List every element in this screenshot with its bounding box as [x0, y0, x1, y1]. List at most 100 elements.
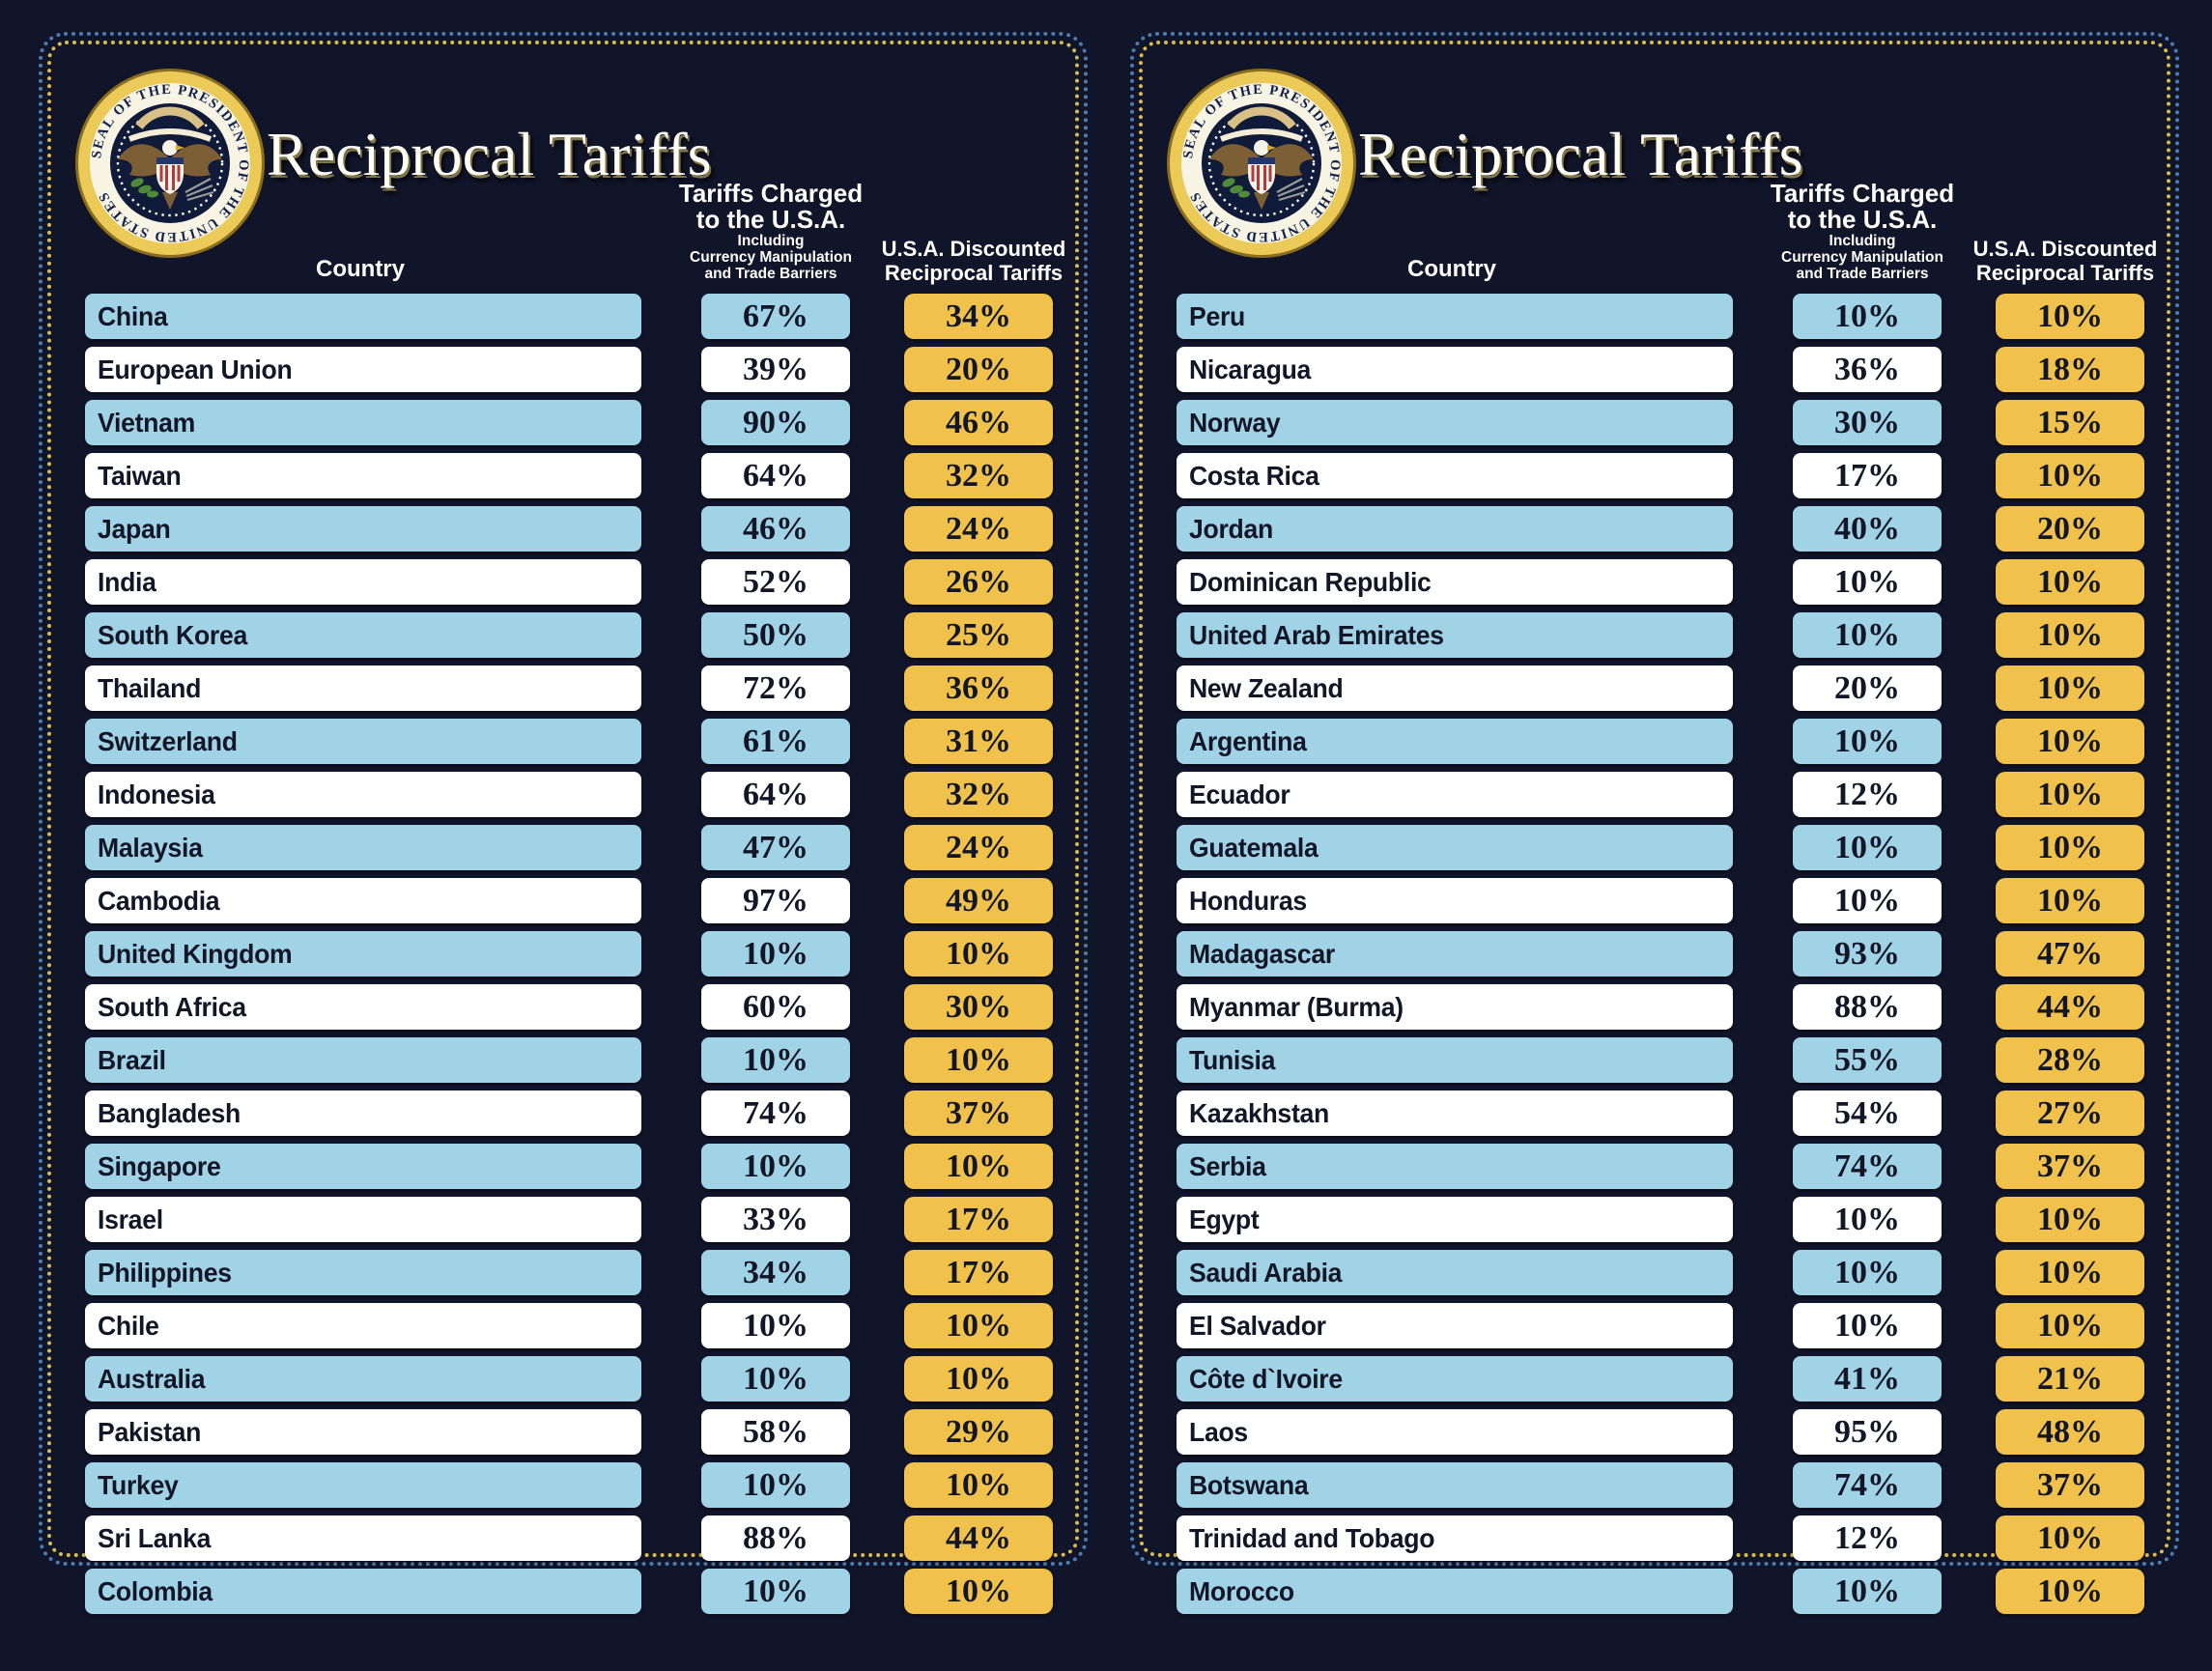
tariff-charged-cell: 97% [701, 878, 850, 923]
discounted-tariff-cell: 34% [904, 294, 1053, 339]
country-name: Australia [98, 1363, 206, 1394]
charged-header-line1: Tariffs Charged [678, 179, 864, 208]
table-row: Myanmar (Burma) 88% 44% [1177, 984, 2144, 1030]
country-cell: Kazakhstan [1177, 1090, 1733, 1136]
tariff-charged-cell: 52% [701, 559, 850, 605]
table-row: Bangladesh 74% 37% [85, 1090, 1053, 1136]
table-row: Switzerland 61% 31% [85, 719, 1053, 764]
discounted-tariff-cell: 17% [904, 1250, 1053, 1295]
country-name: Costa Rica [1189, 460, 1319, 491]
table-row: Brazil 10% 10% [85, 1037, 1053, 1083]
discounted-tariff-cell: 15% [1996, 400, 2144, 445]
discounted-tariff-cell: 10% [904, 931, 1053, 977]
country-name: Philippines [98, 1257, 232, 1288]
country-cell: Tunisia [1177, 1037, 1733, 1083]
discounted-tariff-cell: 10% [904, 1144, 1053, 1189]
country-name: Malaysia [98, 832, 203, 863]
discounted-tariff-cell: 26% [904, 559, 1053, 605]
discounted-tariff-cell: 10% [904, 1303, 1053, 1348]
country-cell: Turkey [85, 1462, 641, 1508]
country-cell: Taiwan [85, 453, 641, 498]
country-cell: Jordan [1177, 506, 1733, 552]
table-row: Thailand 72% 36% [85, 666, 1053, 711]
tariff-charged-cell: 12% [1793, 1515, 1942, 1561]
table-row: Pakistan 58% 29% [85, 1409, 1053, 1455]
country-cell: Laos [1177, 1409, 1733, 1455]
country-cell: Japan [85, 506, 641, 552]
country-cell: Costa Rica [1177, 453, 1733, 498]
seal-arrows [184, 178, 214, 202]
table-row: Morocco 10% 10% [1177, 1569, 2144, 1614]
discounted-tariff-cell: 10% [904, 1462, 1053, 1508]
discounted-tariff-cell: 18% [1996, 347, 2144, 392]
table-row: Guatemala 10% 10% [1177, 825, 2144, 870]
country-name: New Zealand [1189, 672, 1344, 703]
seal-shield [1248, 157, 1275, 194]
discounted-tariff-cell: 32% [904, 453, 1053, 498]
discounted-tariff-cell: 10% [1996, 1197, 2144, 1242]
charged-header-sub3: and Trade Barriers [704, 266, 837, 282]
country-name: South Korea [98, 619, 247, 650]
country-cell: Egypt [1177, 1197, 1733, 1242]
country-name: Botswana [1189, 1469, 1309, 1500]
page-title: Reciprocal Tariffs [267, 120, 712, 188]
table-row: Turkey 10% 10% [85, 1462, 1053, 1508]
tariff-charged-cell: 20% [1793, 666, 1942, 711]
country-name: Ecuador [1189, 779, 1290, 809]
country-cell: Trinidad and Tobago [1177, 1515, 1733, 1561]
discounted-header-line1: U.S.A. Discounted [881, 237, 1066, 261]
table-row: Côte d`Ivoire 41% 21% [1177, 1356, 2144, 1402]
country-name: Guatemala [1189, 832, 1319, 863]
tariff-charged-cell: 64% [701, 772, 850, 817]
column-header-country: Country [316, 256, 405, 282]
discounted-tariff-cell: 20% [904, 347, 1053, 392]
discounted-tariff-cell: 32% [904, 772, 1053, 817]
tariff-charged-cell: 10% [701, 1037, 850, 1083]
country-cell: Botswana [1177, 1462, 1733, 1508]
discounted-header-line2: Reciprocal Tariffs [884, 261, 1063, 285]
country-name: Switzerland [98, 725, 238, 756]
country-name: El Salvador [1189, 1310, 1326, 1341]
country-cell: Australia [85, 1356, 641, 1402]
country-cell: Serbia [1177, 1144, 1733, 1189]
country-cell: Côte d`Ivoire [1177, 1356, 1733, 1402]
tariff-charged-cell: 93% [1793, 931, 1942, 977]
tariff-charged-cell: 10% [1793, 612, 1942, 658]
country-name: Myanmar (Burma) [1189, 991, 1404, 1022]
discounted-tariff-cell: 10% [1996, 453, 2144, 498]
tariff-charged-cell: 60% [701, 984, 850, 1030]
country-name: United Arab Emirates [1189, 619, 1444, 650]
tariff-charged-cell: 90% [701, 400, 850, 445]
country-cell: Vietnam [85, 400, 641, 445]
table-row: Laos 95% 48% [1177, 1409, 2144, 1455]
discounted-tariff-cell: 36% [904, 666, 1053, 711]
tariff-charged-cell: 67% [701, 294, 850, 339]
tariff-charged-cell: 10% [1793, 1303, 1942, 1348]
discounted-tariff-cell: 10% [1996, 1569, 2144, 1614]
discounted-tariff-cell: 37% [904, 1090, 1053, 1136]
country-cell: United Arab Emirates [1177, 612, 1733, 658]
table-row: El Salvador 10% 10% [1177, 1303, 2144, 1348]
country-name: Cambodia [98, 885, 220, 916]
seal-eagle-tail [1254, 192, 1269, 210]
table-row: Chile 10% 10% [85, 1303, 1053, 1348]
tariff-charged-cell: 12% [1793, 772, 1942, 817]
tariff-table-right: Peru 10% 10% Nicaragua 36% 18% Norway 30% 15% Cos… [1177, 294, 2144, 1614]
discounted-tariff-cell: 44% [904, 1515, 1053, 1561]
tariff-charged-cell: 10% [1793, 559, 1942, 605]
tariff-charged-cell: 54% [1793, 1090, 1942, 1136]
column-header-discounted: U.S.A. Discounted Reciprocal Tariffs [1924, 237, 2206, 285]
discounted-tariff-cell: 10% [1996, 825, 2144, 870]
tariff-table-left: China 67% 34% European Union 39% 20% Vietnam 90… [85, 294, 1053, 1614]
country-name: India [98, 566, 156, 597]
charged-header-sub2: Currency Manipulation [690, 249, 852, 266]
country-name: Taiwan [98, 460, 182, 491]
country-cell: El Salvador [1177, 1303, 1733, 1348]
discounted-header-line2: Reciprocal Tariffs [1975, 261, 2155, 285]
country-cell: South Africa [85, 984, 641, 1030]
tariff-charged-cell: 10% [701, 1462, 850, 1508]
page-title: Reciprocal Tariffs [1358, 120, 1803, 188]
charged-header-sub1: Including [737, 233, 805, 249]
country-name: Peru [1189, 300, 1246, 331]
country-name: European Union [98, 354, 293, 384]
